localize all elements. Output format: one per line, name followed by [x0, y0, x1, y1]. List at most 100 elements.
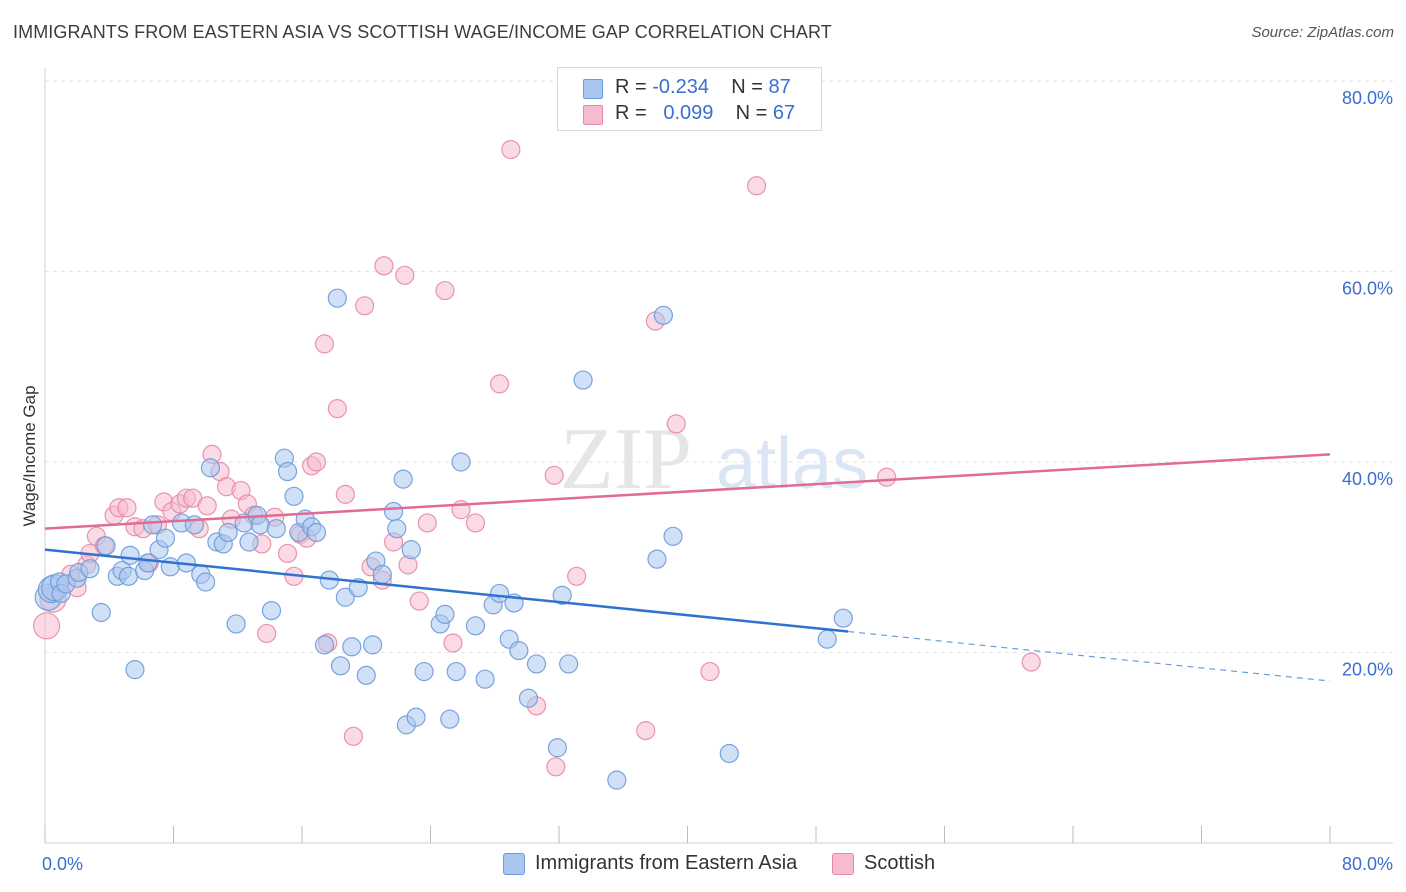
scottish-point	[374, 256, 394, 276]
eastern-asia-point	[277, 461, 298, 482]
legend-r-value: -0.234	[652, 76, 709, 98]
eastern-asia-point	[518, 688, 539, 708]
scottish-point	[417, 513, 437, 533]
eastern-asia-point	[330, 656, 351, 676]
eastern-asia-point	[414, 661, 434, 682]
scottish-point	[746, 176, 767, 196]
eastern-asia-point	[383, 501, 404, 522]
bottom-legend-swatch-pink	[832, 853, 854, 875]
eastern-asia-point	[239, 532, 259, 552]
scottish-point	[314, 334, 335, 354]
axes	[44, 68, 1393, 844]
eastern-asia-point	[475, 669, 495, 689]
eastern-asia-point	[451, 452, 471, 472]
scottish-point	[435, 280, 455, 301]
tick-labels: 20.0% 40.0% 60.0% 80.0% 0.0% 80.0%	[42, 88, 1393, 874]
legend-swatch-blue	[583, 79, 603, 99]
scottish-point	[489, 374, 510, 394]
bottom-legend-label: Scottish	[864, 852, 936, 874]
eastern-asia-point	[719, 743, 739, 764]
eastern-asia-point	[261, 600, 282, 621]
scottish-point	[1021, 652, 1041, 672]
eastern-asia-point	[196, 572, 216, 592]
eastern-asia-point	[833, 608, 853, 628]
eastern-asia-point	[200, 458, 221, 478]
scottish-point	[327, 399, 347, 419]
chart-title: IMMIGRANTS FROM EASTERN ASIA VS SCOTTISH…	[13, 22, 832, 42]
eastern-asia-point	[552, 585, 572, 605]
eastern-asia-point	[406, 707, 426, 727]
bottom-legend-label: Immigrants from Eastern Asia	[535, 852, 798, 874]
legend-r-label: R =	[615, 102, 647, 124]
eastern-asia-point	[607, 770, 627, 790]
eastern-asia-point	[118, 566, 139, 586]
scottish-point	[257, 623, 277, 644]
eastern-asia-point	[155, 528, 176, 548]
scottish-points	[33, 139, 1041, 777]
eastern-asia-point	[91, 602, 111, 623]
eastern-asia-point	[120, 545, 140, 565]
scottish-point	[700, 661, 720, 682]
x-tick-label: 80.0%	[1342, 854, 1393, 874]
legend-r-value: 0.099	[663, 102, 714, 124]
scottish-point	[501, 139, 521, 160]
eastern-asia-point	[817, 629, 837, 649]
scottish-trend-line	[44, 453, 1331, 530]
y-tick-label: 60.0%	[1342, 279, 1393, 299]
scottish-point	[33, 612, 61, 640]
source-note: Source: ZipAtlas.com	[1251, 24, 1394, 41]
eastern-asia-point	[342, 637, 362, 657]
eastern-asia-trend-extension	[848, 630, 1331, 682]
eastern-asia-point	[653, 305, 674, 325]
scottish-point	[277, 543, 298, 564]
grid-lines	[45, 80, 1393, 653]
scottish-point	[335, 484, 355, 504]
eastern-asia-point	[393, 469, 413, 489]
eastern-asia-point	[356, 665, 376, 685]
legend-n-value: 67	[772, 102, 796, 124]
y-tick-label: 20.0%	[1342, 660, 1393, 680]
x-tick-label: 0.0%	[42, 854, 83, 874]
eastern-asia-point	[335, 587, 355, 607]
scottish-point	[395, 265, 415, 285]
eastern-asia-point	[440, 709, 460, 729]
eastern-asia-point	[80, 559, 100, 579]
eastern-asia-point	[509, 640, 529, 661]
eastern-asia-trend-line	[44, 548, 849, 633]
y-tick-label: 40.0%	[1342, 469, 1393, 489]
scottish-point	[443, 633, 463, 653]
eastern-asia-point	[465, 616, 486, 636]
legend-n-value: 87	[768, 76, 791, 98]
y-tick-label: 80.0%	[1342, 88, 1393, 108]
bottom-legend-swatch-blue	[503, 853, 525, 875]
eastern-asia-point	[266, 519, 286, 539]
eastern-asia-point	[435, 604, 455, 625]
eastern-asia-point	[284, 486, 304, 506]
scottish-point	[465, 513, 486, 533]
scottish-point	[546, 757, 566, 777]
legend-swatch-pink	[583, 105, 603, 125]
eastern-asia-point	[401, 540, 421, 560]
eastern-asia-point	[387, 519, 407, 539]
scottish-point	[877, 467, 897, 487]
eastern-asia-point	[143, 515, 163, 535]
scottish-point	[343, 726, 363, 746]
trend-lines	[44, 453, 1331, 682]
legend-n-label: N =	[731, 76, 763, 98]
stats-legend: R = -0.234 N = 87 R = 0.099 N = 67	[557, 67, 822, 131]
eastern-asia-point	[125, 660, 145, 680]
eastern-asia-point	[559, 654, 579, 674]
eastern-asia-point	[160, 557, 180, 577]
legend-n-label: N =	[735, 102, 768, 124]
eastern-asia-point	[363, 635, 383, 655]
legend-r-label: R =	[615, 76, 647, 98]
eastern-asia-point	[489, 583, 510, 604]
eastern-asia-point	[218, 522, 238, 543]
eastern-asia-points	[34, 288, 853, 790]
eastern-asia-point	[250, 515, 270, 535]
scottish-point	[567, 566, 587, 586]
eastern-asia-point	[663, 526, 683, 546]
eastern-asia-point	[647, 549, 667, 569]
watermark: ZIP atlas	[560, 411, 868, 508]
